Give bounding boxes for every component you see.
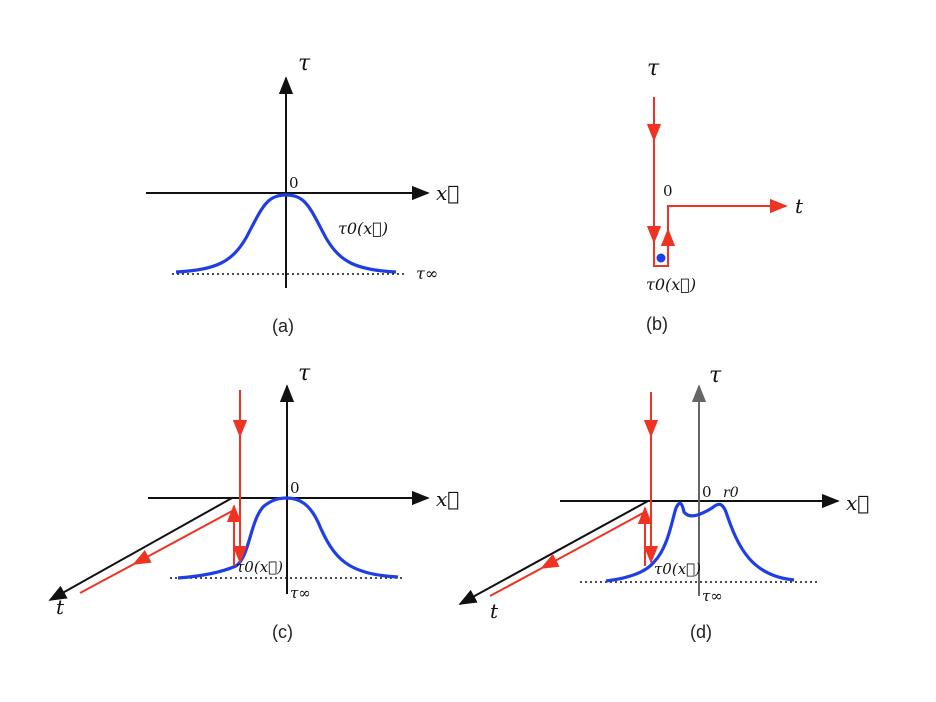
panel-d: τ x⃗ t 0 r0 τ0(x⃗) τ∞ (d) — [458, 363, 869, 642]
panel-b-origin-label: 0 — [663, 182, 673, 200]
panel-c-t-label: t — [56, 595, 65, 619]
panel-d-curve-label: τ0(x⃗) — [654, 560, 701, 578]
panel-c-tau0-curve — [177, 496, 399, 580]
panel-a-tau0-curve — [175, 193, 397, 274]
panel-d-contour-t-leg — [540, 511, 646, 569]
panel-d-origin-label: 0 — [702, 483, 712, 501]
panel-b-point-label: τ0(x⃗) — [646, 275, 696, 294]
panel-b-contour-bottom — [653, 228, 676, 267]
panel-a-origin-label: 0 — [289, 174, 299, 192]
panel-a: τ x⃗ 0 τ0(x⃗) τ∞ (a) — [146, 51, 459, 336]
panel-c-contour-t-leg — [132, 509, 235, 565]
panel-c-x-label: x⃗ — [436, 487, 459, 511]
panel-a-curve-label: τ0(x⃗) — [338, 219, 388, 238]
panel-b: τ 0 t τ0(x⃗) (b) — [646, 56, 804, 334]
panel-d-r0-label: r0 — [723, 485, 739, 501]
panel-b-tau-label: τ — [647, 56, 660, 81]
panel-a-caption: (a) — [272, 316, 294, 336]
panel-c-asymptote-label: τ∞ — [290, 584, 311, 602]
panel-b-point — [656, 253, 666, 263]
panel-c-tau-label: τ — [298, 361, 311, 386]
panel-d-x-label: x⃗ — [846, 491, 869, 515]
panel-a-asymptote-label: τ∞ — [416, 264, 438, 283]
panel-d-caption: (d) — [690, 622, 712, 642]
panel-c-origin-label: 0 — [290, 479, 300, 497]
panel-d-contour-t-leg-tail — [489, 567, 543, 597]
panel-b-contour-up — [667, 198, 788, 230]
panel-c-caption: (c) — [272, 622, 293, 642]
panel-d-t-axis — [458, 500, 649, 605]
panel-c-contour-t-leg-tail — [79, 563, 135, 594]
panel-d-t-label: t — [490, 599, 499, 623]
panel-d-asymptote-label: τ∞ — [702, 587, 723, 605]
panel-c: τ x⃗ t 0 τ0(x⃗) τ∞ (c) — [48, 361, 459, 642]
panel-a-tau-label: τ — [298, 51, 311, 76]
panel-a-x-label: x⃗ — [436, 181, 459, 205]
panel-c-t-axis — [48, 497, 233, 601]
panel-b-caption: (b) — [646, 314, 668, 334]
panel-b-t-label: t — [795, 194, 804, 218]
panel-c-curve-label: τ0(x⃗) — [236, 558, 283, 576]
panel-d-tau-label: τ — [709, 363, 722, 388]
